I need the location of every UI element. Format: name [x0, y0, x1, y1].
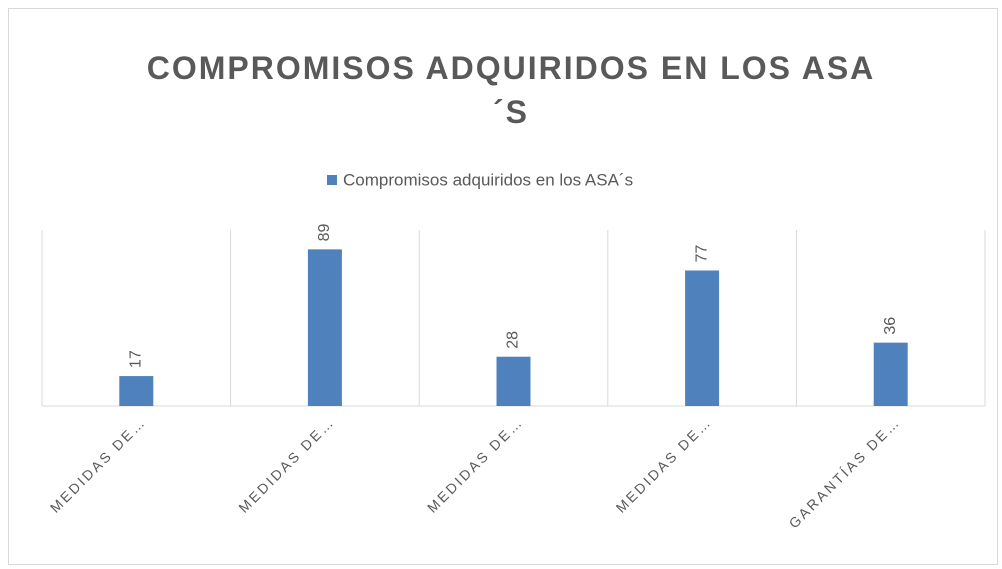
data-label: 77	[693, 245, 710, 263]
bar	[685, 270, 720, 406]
bar	[307, 249, 342, 406]
legend-label: Compromisos adquiridos en los ASA´s	[343, 170, 633, 189]
x-tick-label: MEDIDAS DE…	[424, 413, 526, 515]
x-tick-label: MEDIDAS DE…	[235, 413, 337, 515]
chart-title: COMPROMISOS ADQUIRIDOS EN LOS ASA´S	[146, 50, 876, 130]
x-tick-label: GARANTÍAS DE…	[786, 413, 904, 531]
data-label: 17	[128, 350, 145, 368]
chart-frame	[8, 8, 998, 565]
data-label: 36	[882, 317, 899, 335]
bar	[873, 342, 908, 406]
bar	[119, 376, 154, 406]
x-tick-label: MEDIDAS DE…	[613, 413, 715, 515]
data-label: 28	[505, 331, 522, 349]
x-tick-label: MEDIDAS DE…	[47, 413, 149, 515]
data-label: 89	[316, 223, 333, 241]
bar	[496, 356, 531, 406]
legend-swatch	[327, 175, 337, 185]
